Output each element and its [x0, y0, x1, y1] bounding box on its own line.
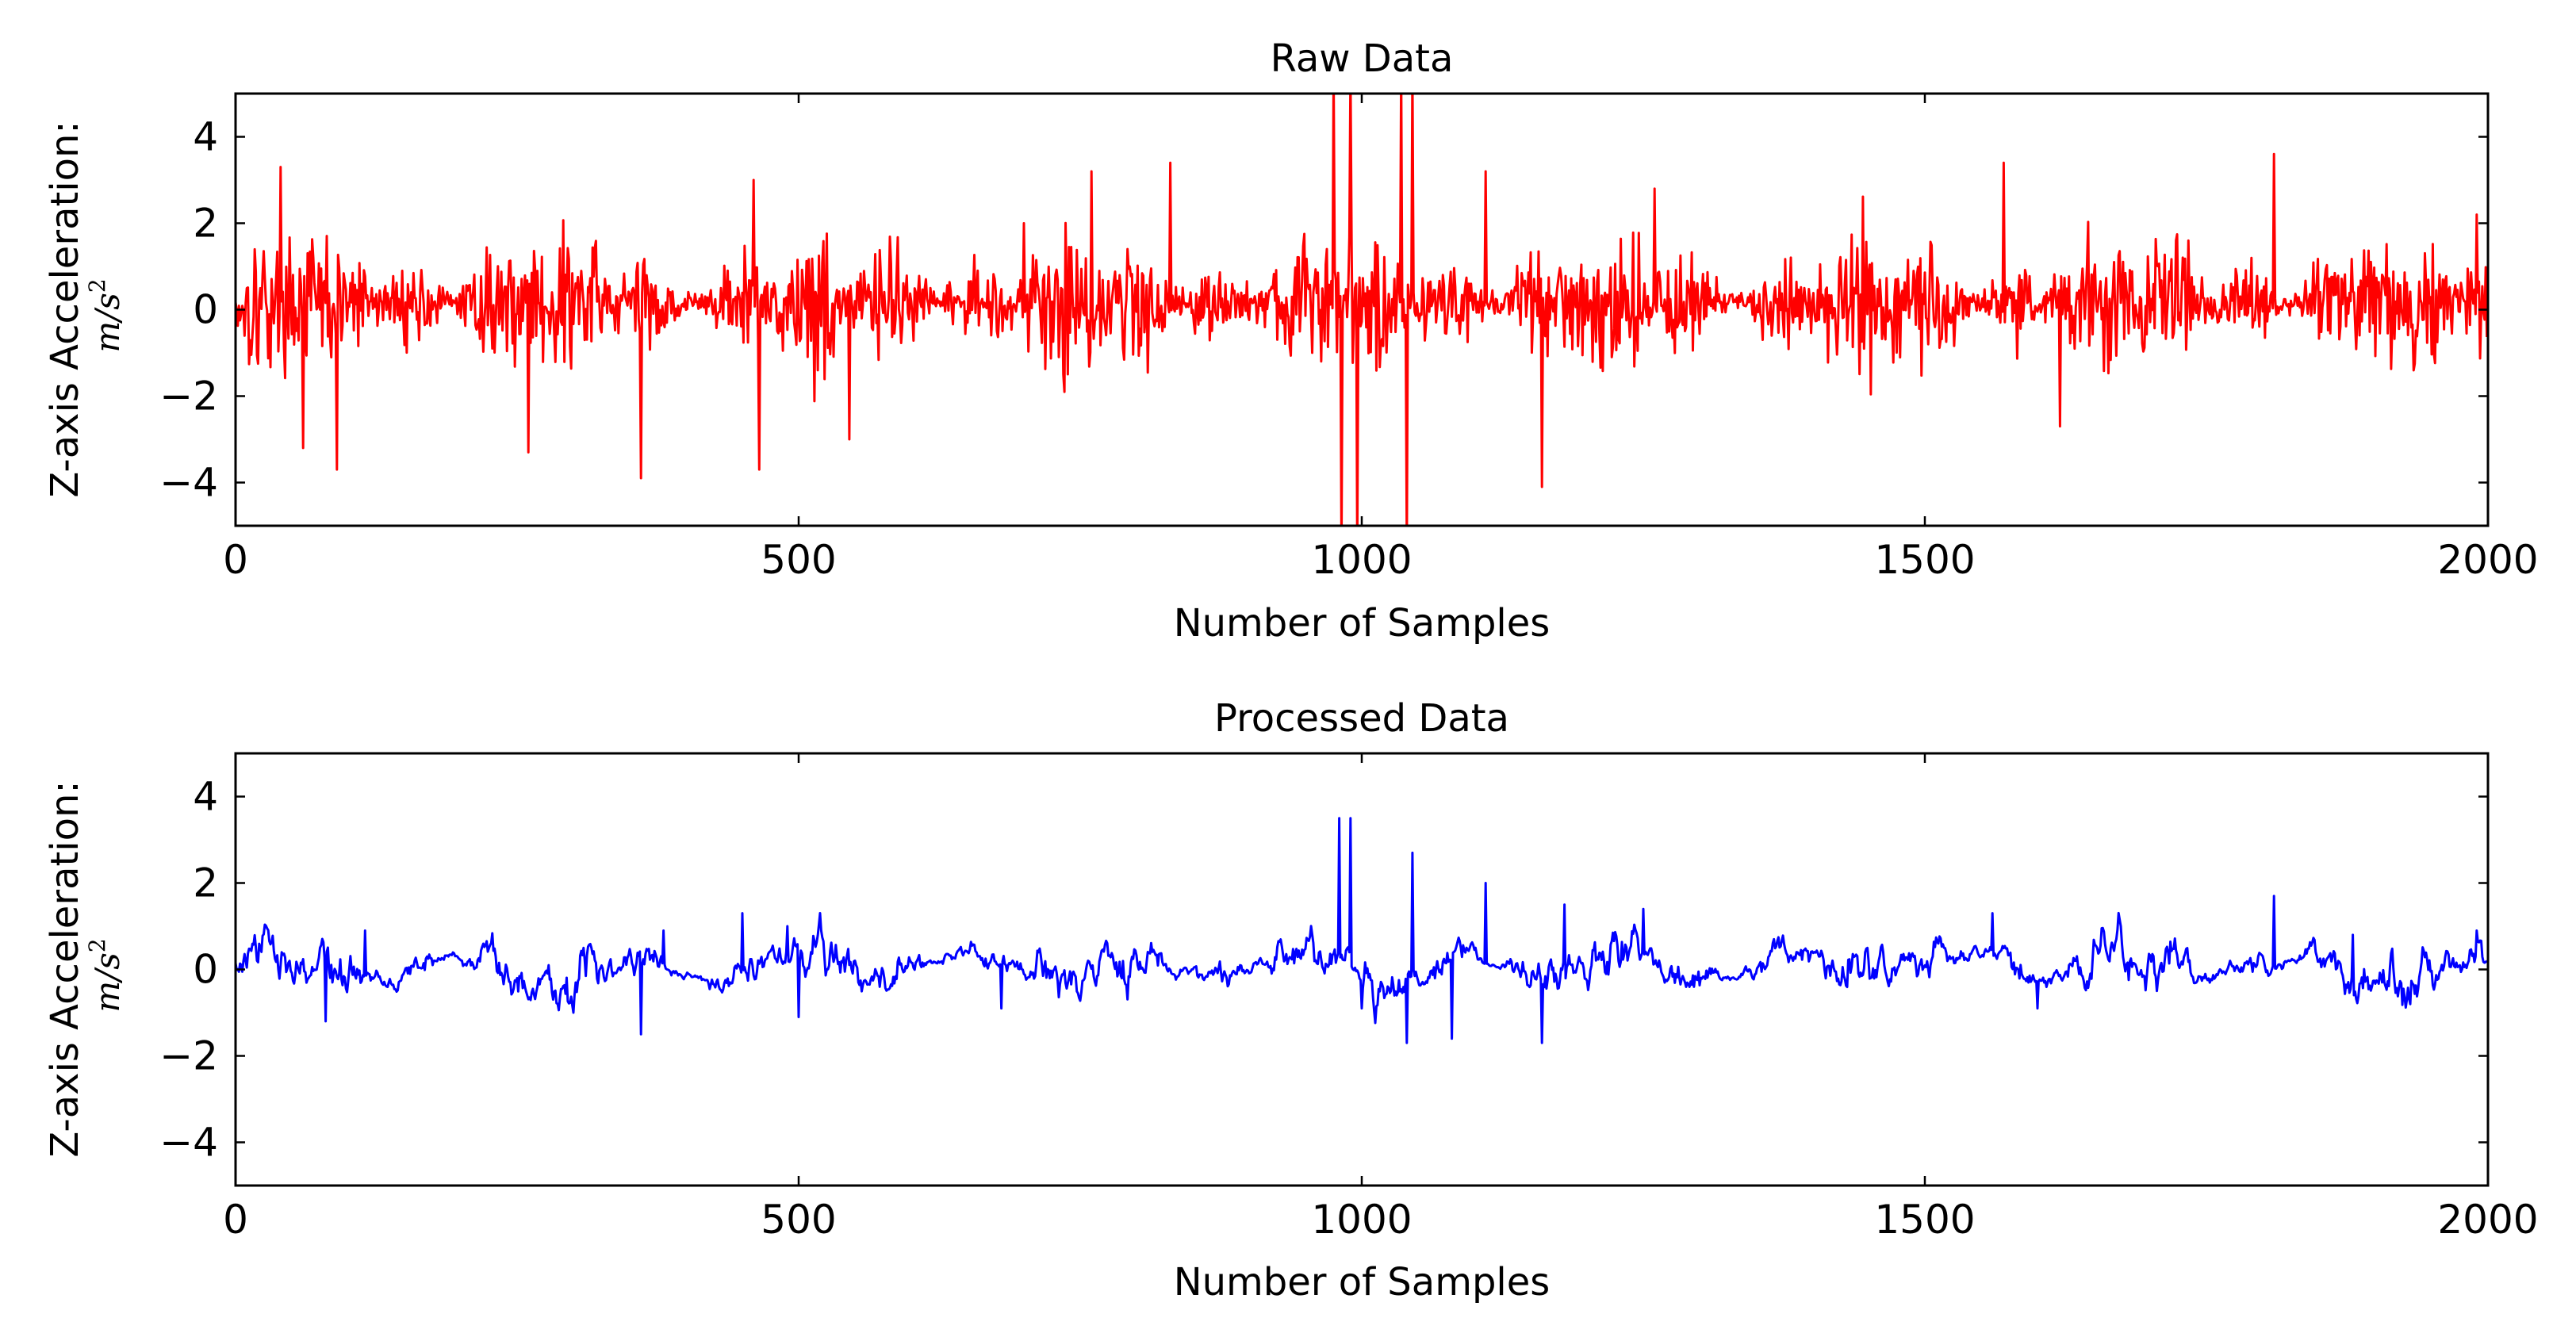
x-tick-label: 1500 [1874, 1197, 1975, 1243]
x-tick-label: 2000 [2437, 1197, 2538, 1243]
x-tick-label: 0 [223, 1197, 248, 1243]
chart-title: Processed Data [1214, 696, 1509, 741]
y-axis-label-group: Z-axis Acceleration: [43, 780, 87, 1157]
x-axis-label: Number of Samples [1174, 601, 1551, 646]
y-axis-unit: m/s2 [84, 278, 127, 352]
y-tick-label: −4 [159, 460, 218, 506]
y-tick-label: −4 [159, 1120, 218, 1166]
y-axis-unit-group: m/s2 [84, 278, 127, 352]
series-line [236, 817, 2488, 1044]
series-group [236, 94, 2488, 526]
x-tick-label: 1000 [1311, 537, 1412, 583]
x-tick-label: 500 [761, 537, 836, 583]
y-tick-label: 4 [193, 114, 218, 160]
y-axis-unit: m/s2 [84, 938, 127, 1012]
processed-data-chart: Processed Data 0 500 1000 1500 2000 4 2 0 −2 −4 N… [43, 696, 2539, 1304]
y-axis-label-group: Z-axis Acceleration: [43, 121, 87, 497]
y-tick-label: 0 [193, 287, 218, 333]
series-line [236, 94, 2488, 526]
y-tick-label: 4 [193, 774, 218, 820]
series-group [236, 817, 2488, 1044]
raw-data-chart: Raw Data 0 500 1000 1500 2000 4 2 0 −2 −4 Number … [43, 36, 2539, 646]
tick-group: 0 500 1000 1500 2000 4 2 0 −2 −4 [159, 94, 2539, 583]
chart-title: Raw Data [1271, 36, 1454, 81]
y-axis-label: Z-axis Acceleration: [43, 780, 87, 1157]
tick-group: 0 500 1000 1500 2000 4 2 0 −2 −4 [159, 753, 2539, 1243]
x-tick-label: 500 [761, 1197, 836, 1243]
x-tick-label: 1500 [1874, 537, 1975, 583]
plot-frame [234, 752, 2490, 1187]
y-tick-label: 2 [193, 860, 218, 906]
x-tick-label: 0 [223, 537, 248, 583]
y-tick-label: 0 [193, 947, 218, 993]
x-tick-label: 2000 [2437, 537, 2538, 583]
x-tick-label: 1000 [1311, 1197, 1412, 1243]
y-axis-unit-group: m/s2 [84, 938, 127, 1012]
y-tick-label: −2 [159, 374, 218, 419]
y-tick-label: −2 [159, 1033, 218, 1079]
y-axis-label: Z-axis Acceleration: [43, 121, 87, 497]
x-axis-label: Number of Samples [1174, 1260, 1551, 1304]
y-tick-label: 2 [193, 201, 218, 247]
